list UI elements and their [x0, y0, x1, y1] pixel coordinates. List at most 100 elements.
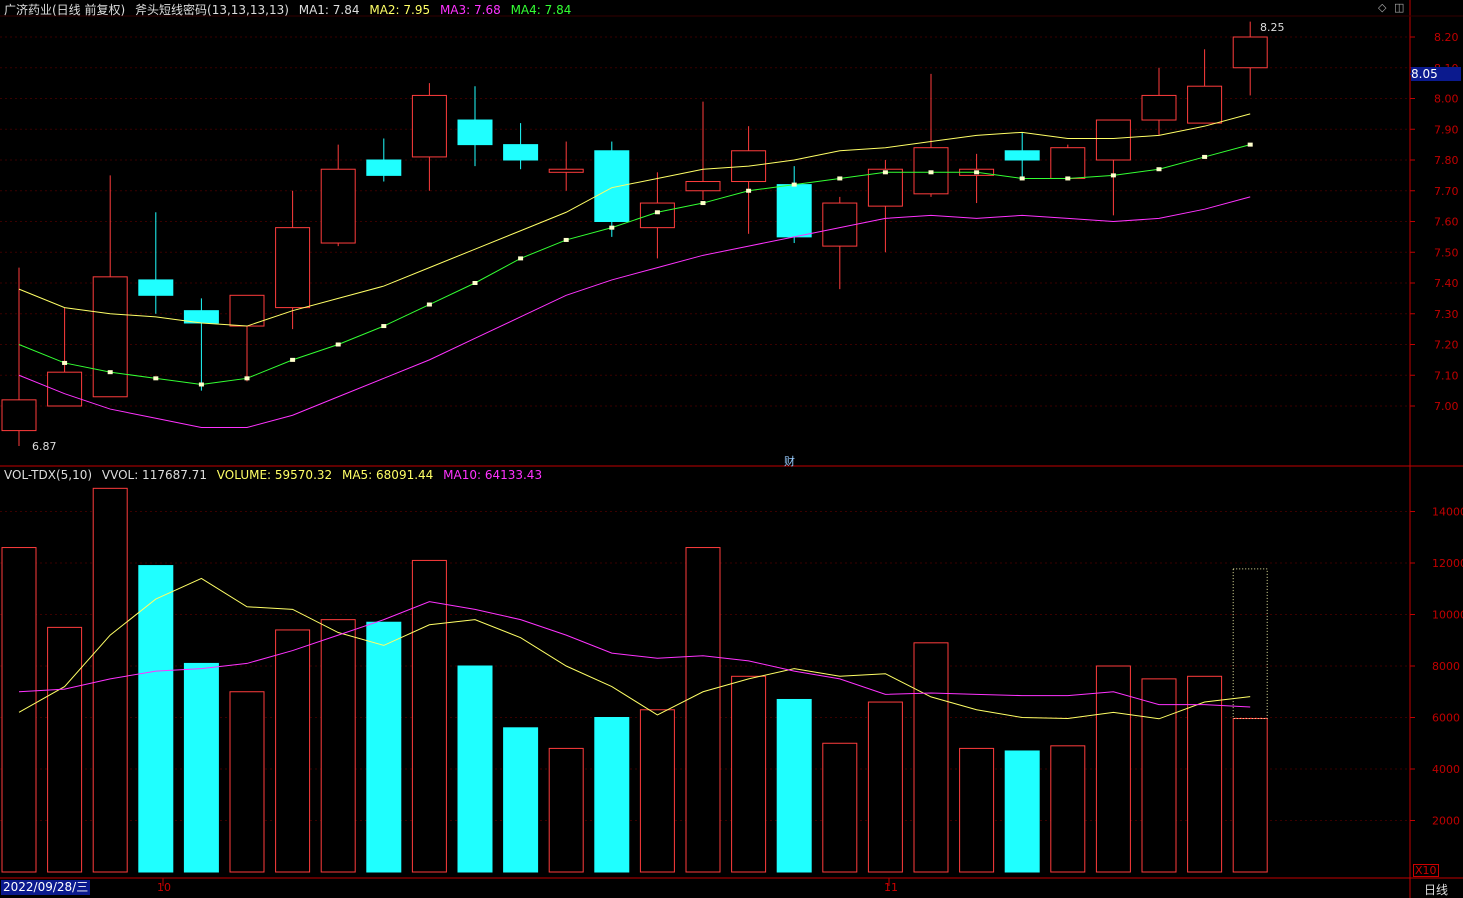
ma4-marker — [198, 382, 204, 387]
month-label-oct: 10 — [157, 881, 171, 894]
volume-bar — [503, 727, 539, 873]
price-tick-label: 7.00 — [1434, 400, 1459, 413]
volume-bar — [183, 662, 219, 873]
cursor-date-label: 2022/09/28/三 — [1, 880, 91, 895]
price-tick-label: 7.70 — [1434, 185, 1459, 198]
volume-bar — [320, 619, 356, 873]
price-tick-label: 7.20 — [1434, 339, 1459, 352]
volume-bar — [913, 642, 949, 873]
ma2-value: MA2: 7.95 — [369, 3, 431, 17]
vol-ma10-value: MA10: 64133.43 — [443, 468, 543, 482]
volume-scale-label: X10 — [1413, 864, 1439, 877]
ma4-marker — [107, 370, 113, 375]
candle-body — [1232, 36, 1268, 69]
volume-bar — [1004, 750, 1040, 873]
ma4-marker — [1156, 167, 1162, 172]
candle-body — [411, 94, 447, 158]
volume-bar — [685, 547, 721, 873]
ma4-marker — [381, 324, 387, 329]
candle-body — [685, 181, 721, 192]
candle-body — [1, 399, 37, 432]
high-annotation: 8.25 — [1260, 21, 1285, 34]
volume-tick-label: 10000 — [1432, 609, 1463, 622]
candle-body — [366, 159, 402, 176]
candle-body — [594, 150, 630, 222]
volume-tick-label: 8000 — [1432, 660, 1460, 673]
volume-tick-label: 2000 — [1432, 815, 1460, 828]
ma4-marker — [290, 357, 296, 362]
ma4-marker — [791, 182, 797, 187]
volume-bar — [457, 665, 493, 873]
ma4-value: MA4: 7.84 — [510, 3, 572, 17]
volume-bar — [1050, 745, 1086, 873]
volume-bar — [1095, 665, 1131, 873]
volume-bar — [411, 559, 447, 873]
price-line-ma2 — [18, 113, 1251, 327]
candle-body — [548, 168, 584, 173]
price-tick-label: 7.10 — [1434, 369, 1459, 382]
price-line-ma3 — [18, 196, 1251, 429]
volume-bar — [822, 742, 858, 873]
ma4-marker — [1247, 142, 1253, 147]
ma4-marker — [882, 170, 888, 175]
volume-bar — [366, 621, 402, 873]
vvol-value: VVOL: 117687.71 — [101, 468, 207, 482]
volume-bar — [47, 626, 83, 873]
ma3-value: MA3: 7.68 — [439, 3, 501, 17]
vol-indicator-name: VOL-TDX(5,10) — [4, 468, 93, 482]
month-label-nov: 11 — [884, 881, 898, 894]
price-tick-label: 8.20 — [1434, 31, 1459, 44]
candle-body — [275, 227, 311, 309]
ma4-marker — [244, 376, 250, 381]
volume-bar — [92, 487, 128, 873]
low-annotation: 6.87 — [32, 440, 57, 453]
current-price-tag: 8.05 — [1411, 67, 1461, 81]
price-tick-label: 7.30 — [1434, 308, 1459, 321]
ma4-marker — [563, 237, 569, 242]
pane-toggle-icon[interactable]: ◫ — [1394, 1, 1405, 14]
candle-body — [776, 184, 812, 238]
volume-bar — [867, 701, 903, 873]
volume-bar — [959, 747, 995, 873]
volume-header: VOL-TDX(5,10) VVOL: 117687.71 VOLUME: 59… — [4, 468, 548, 482]
ma4-marker — [153, 376, 159, 381]
price-tick-label: 7.60 — [1434, 216, 1459, 229]
volume-value: VOLUME: 59570.32 — [216, 468, 333, 482]
volume-bar — [229, 691, 265, 873]
candle-body — [1004, 150, 1040, 161]
ma4-marker — [426, 302, 432, 307]
price-tick-label: 7.50 — [1434, 246, 1459, 259]
volume-bar — [138, 565, 174, 873]
ma4-marker — [700, 201, 706, 206]
volume-bar — [1232, 718, 1268, 873]
candle-body — [1050, 147, 1086, 179]
period-selector[interactable]: 日线 — [1424, 883, 1449, 897]
candle-body — [639, 202, 675, 229]
volume-bar — [639, 709, 675, 873]
candle-body — [822, 202, 858, 247]
ma4-marker — [335, 342, 341, 347]
ma1-value: MA1: 7.84 — [298, 3, 360, 17]
volume-bar — [776, 698, 812, 873]
candle-body — [1141, 94, 1177, 121]
ma4-marker — [1202, 154, 1208, 159]
volume-line-ma10 — [18, 601, 1251, 708]
ma4-marker — [518, 256, 524, 261]
volume-bar — [1141, 678, 1177, 873]
volume-tick-label: 12000 — [1432, 557, 1463, 570]
stock-title: 广济药业(日线 前复权) — [4, 3, 126, 17]
volume-line-ma5 — [18, 577, 1251, 720]
volume-bar — [275, 629, 311, 873]
ma4-marker — [837, 176, 843, 181]
diamond-icon[interactable]: ◇ — [1378, 1, 1387, 14]
price-tick-label: 7.90 — [1434, 123, 1459, 136]
candle-body — [1187, 85, 1223, 124]
volume-tick-label: 14000 — [1432, 506, 1463, 519]
ma4-marker — [654, 210, 660, 215]
candle-body — [138, 279, 174, 296]
volume-bar — [594, 717, 630, 873]
finance-event-icon[interactable]: 财 — [784, 455, 795, 468]
vol-ma5-value: MA5: 68091.44 — [341, 468, 434, 482]
price-tick-label: 7.40 — [1434, 277, 1459, 290]
